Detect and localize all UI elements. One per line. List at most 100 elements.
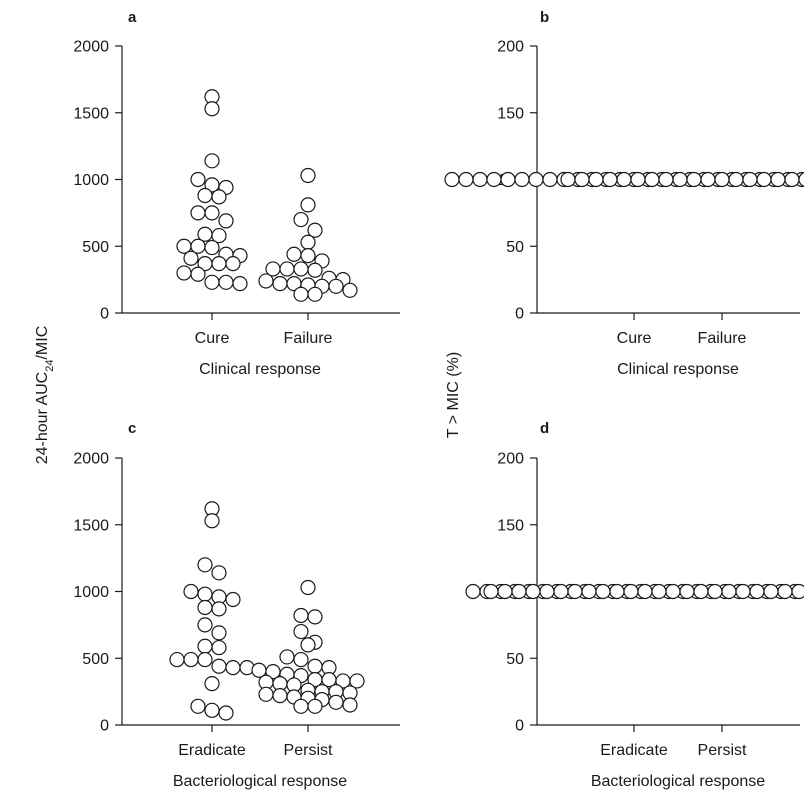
data-point-a-cure [218, 274, 234, 290]
data-point-d-persist [693, 583, 709, 600]
data-point-a-cure [211, 256, 227, 272]
data-point-a-cure [204, 274, 220, 290]
data-point-c-persist [293, 623, 309, 640]
data-point-b-cure [542, 171, 558, 188]
data-point-a-cure [190, 266, 206, 282]
data-point-b-failure [798, 172, 804, 187]
data-point-a-failure [342, 282, 358, 298]
data-point-c-eradicate [211, 658, 227, 674]
data-point-d-persist [595, 583, 611, 600]
data-point-b-failure [644, 171, 660, 188]
data-point-d-persist [763, 583, 779, 600]
data-point-a-cure [190, 205, 206, 221]
x-tick-label: Cure [195, 330, 230, 347]
data-point-d-persist [483, 583, 499, 600]
data-point-b-cure [500, 171, 516, 188]
data-point-b-failure [630, 171, 646, 188]
data-point-b-failure [602, 171, 618, 188]
data-point-a-cure [204, 101, 220, 117]
y-tick-label: 200 [497, 39, 524, 56]
data-point-b-failure [742, 171, 758, 188]
data-point-c-persist [293, 698, 309, 714]
data-point-b-cure [444, 171, 460, 188]
data-point-a-cure [204, 153, 220, 169]
data-point-c-persist [293, 651, 309, 668]
data-point-b-failure [672, 171, 688, 188]
data-point-a-failure [307, 262, 323, 278]
data-point-c-eradicate [211, 639, 227, 656]
data-point-d-persist [623, 583, 639, 600]
data-point-c-eradicate [197, 599, 213, 616]
data-point-b-failure [574, 171, 590, 188]
panel-b: b050100150200CureFailureClinical respons… [444, 9, 804, 378]
data-point-b-failure [700, 171, 716, 188]
data-point-c-eradicate [197, 638, 213, 654]
data-point-c-eradicate [197, 651, 213, 668]
y-tick-label: 50 [506, 651, 524, 668]
data-point-c-eradicate [197, 617, 213, 633]
data-point-d-persist [637, 583, 653, 600]
data-point-d-persist [777, 583, 793, 600]
data-point-a-failure [279, 261, 295, 277]
data-point-c-persist [258, 686, 274, 702]
y-tick-label: 0 [100, 718, 109, 735]
data-point-d-persist [511, 583, 527, 600]
data-point-a-cure [204, 239, 220, 256]
data-point-d-persist [791, 583, 804, 600]
data-point-d-persist [539, 583, 555, 600]
data-point-a-cure [190, 171, 206, 188]
y-tick-label: 1000 [73, 172, 109, 189]
y-tick-label: 1500 [73, 517, 109, 534]
panel-d: d050100150200EradicatePersistBacteriolog… [465, 420, 804, 790]
data-point-d-persist [497, 583, 513, 600]
data-point-d-persist [735, 583, 751, 600]
panel-letter-a: a [128, 9, 137, 26]
data-point-c-eradicate [204, 676, 220, 692]
data-point-b-cure [486, 171, 502, 188]
data-point-d-persist [721, 583, 737, 600]
data-point-c-persist [307, 609, 323, 625]
data-point-c-persist [272, 688, 288, 704]
panel-letter-c: c [128, 420, 136, 437]
y-tick-label: 1500 [73, 105, 109, 122]
data-point-c-eradicate [197, 557, 213, 573]
data-point-d-persist [679, 583, 695, 600]
data-point-c-persist [342, 697, 358, 713]
x-tick-label: Cure [617, 330, 652, 347]
panel-letter-d: d [540, 420, 549, 437]
data-point-b-failure [686, 171, 702, 188]
data-point-b-failure [714, 171, 730, 188]
data-point-b-cure [472, 171, 488, 188]
x-tick-label: Eradicate [178, 742, 246, 759]
data-point-a-cure [176, 265, 192, 281]
data-point-d-persist [749, 583, 765, 600]
data-point-c-eradicate [169, 651, 185, 668]
y-tick-label: 0 [100, 306, 109, 323]
data-point-c-eradicate [190, 698, 206, 714]
y-tick-label: 200 [497, 451, 524, 468]
data-point-c-eradicate [225, 591, 241, 608]
data-point-b-failure [770, 171, 786, 188]
y-tick-label: 2000 [73, 451, 109, 468]
data-point-a-failure [307, 286, 323, 302]
x-tick-label: Failure [284, 330, 333, 347]
data-point-d-persist [609, 583, 625, 600]
data-point-b-failure [784, 171, 800, 188]
y-tick-label: 2000 [73, 39, 109, 56]
x-axis-label: Bacteriological response [591, 773, 765, 790]
data-point-d-eradicate [465, 583, 481, 600]
data-point-a-failure [307, 222, 323, 238]
data-point-a-failure [286, 246, 302, 262]
data-point-a-failure [328, 278, 344, 294]
y-tick-label: 50 [506, 239, 524, 256]
left-y-axis-label: 24-hour AUC24/MIC [34, 326, 56, 465]
data-point-a-cure [204, 205, 220, 221]
data-point-c-eradicate [211, 625, 227, 641]
data-point-a-cure [183, 250, 199, 266]
data-point-b-failure [756, 171, 772, 188]
x-tick-label: Persist [698, 742, 747, 759]
data-point-d-persist [665, 583, 681, 600]
data-point-d-persist [651, 583, 667, 600]
data-point-c-eradicate [183, 583, 199, 600]
data-point-d-persist [567, 583, 583, 600]
